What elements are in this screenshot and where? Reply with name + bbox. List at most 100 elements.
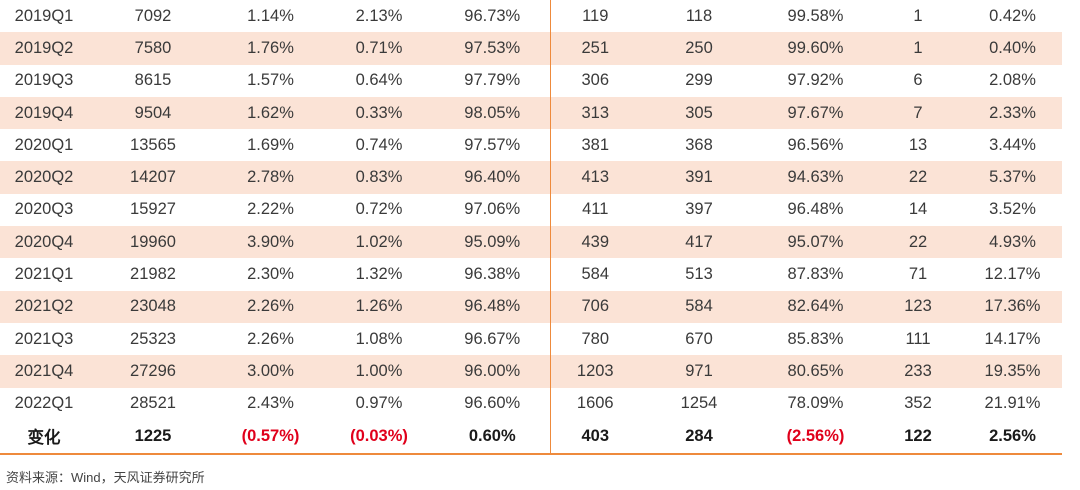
table-cell: 13 (908, 135, 928, 154)
table-cell: 2.78% (218, 161, 323, 194)
table-cell: 21982 (130, 265, 176, 284)
row-label: 2021Q2 (0, 290, 88, 323)
table-cell: 2.13% (355, 6, 403, 25)
table-cell: 94.63% (758, 161, 873, 194)
table-cell: 119 (582, 6, 609, 25)
table-cell: 0.74% (355, 135, 403, 154)
table-cell: 27296 (88, 355, 218, 388)
table-cell: 71 (908, 265, 928, 284)
table-cell: 780 (581, 329, 610, 348)
table-cell: 1203 (550, 355, 640, 388)
table-cell: 13565 (130, 135, 176, 154)
table-row: 2019Q2 7580 1.76% 0.71% 97.53% 251 250 99.60% 1 0… (0, 32, 1062, 65)
table-cell: (2.56%) (758, 419, 873, 455)
table-cell: 6 (913, 71, 923, 90)
row-label: 2019Q4 (0, 96, 88, 130)
table-cell: 0.72% (355, 200, 403, 219)
table-cell: 584 (640, 290, 758, 323)
table-cell: 2.43% (247, 394, 294, 413)
table-cell: 99.60% (758, 32, 873, 65)
row-label: 2021Q4 (0, 355, 88, 388)
table-cell: 0.60% (435, 419, 551, 455)
table-cell: 2.56% (963, 419, 1062, 455)
table-cell: 1254 (680, 394, 718, 413)
table-row: 2021Q1 21982 2.30% 1.32% 96.38% 584 513 87.83% 7… (0, 258, 1062, 291)
table-cell: 2.30% (247, 265, 294, 284)
table-cell: 12.17% (984, 265, 1041, 284)
table-cell: 80.65% (758, 355, 873, 388)
table-cell: 368 (685, 135, 713, 154)
table-cell: 403 (550, 419, 640, 455)
row-label: 变化 (0, 419, 88, 455)
change-row: 变化 1225 (0.57%) (0.03%) 0.60% 403 284 (2.56%) 12… (0, 419, 1062, 455)
table-cell: 971 (640, 355, 758, 388)
table-row: 2022Q1 28521 2.43% 0.97% 96.60% 1606 1254 78.09… (0, 387, 1062, 420)
table-cell: 123 (873, 290, 963, 323)
table-row: 2020Q3 15927 2.22% 0.72% 97.06% 411 397 96.48% 1… (0, 193, 1062, 227)
table-cell: 95.09% (435, 226, 551, 259)
table-cell: 1.69% (247, 135, 294, 154)
row-label: 2021Q3 (14, 329, 74, 348)
table-cell: 96.48% (787, 200, 844, 219)
table-cell: 1606 (576, 394, 614, 413)
table-cell: 96.67% (435, 322, 551, 356)
table-row: 2020Q1 13565 1.69% 0.74% 97.57% 381 368 96.56% 1… (0, 129, 1062, 162)
table-cell: 97.79% (435, 64, 551, 97)
table-cell: 513 (685, 265, 713, 284)
table-cell: 17.36% (963, 290, 1062, 323)
table-cell: 97.92% (787, 71, 844, 90)
table-cell: (0.57%) (218, 419, 323, 455)
table-cell: 0.40% (963, 32, 1062, 65)
table-cell: 28521 (130, 394, 176, 413)
row-label: 2020Q1 (14, 135, 74, 154)
table-cell: 85.83% (787, 329, 844, 348)
table-cell: 7092 (134, 6, 172, 25)
table-cell: 99.58% (787, 6, 844, 25)
table-cell: 1.76% (218, 32, 323, 65)
table-cell: 1.00% (323, 355, 435, 388)
table-cell: 411 (582, 200, 609, 219)
table-cell: 9504 (88, 96, 218, 130)
table-cell: 0.71% (323, 32, 435, 65)
table-cell: 96.73% (435, 0, 551, 33)
table-cell: (0.03%) (323, 419, 435, 455)
table-cell: 1225 (88, 419, 218, 455)
row-label: 2020Q4 (0, 226, 88, 259)
table-cell: 1.08% (355, 329, 403, 348)
table-cell: 14.17% (984, 329, 1041, 348)
table-cell: 97.06% (435, 193, 551, 227)
table-row: 2019Q4 9504 1.62% 0.33% 98.05% 313 305 97.67% 7 2… (0, 96, 1062, 130)
table-cell: 15927 (130, 200, 176, 219)
table-cell: 5.37% (963, 161, 1062, 194)
table-cell: 7 (873, 96, 963, 130)
table-cell: 1.26% (323, 290, 435, 323)
table-row: 2020Q2 14207 2.78% 0.83% 96.40% 413 391 94.63% 2… (0, 161, 1062, 194)
table-row: 2019Q1 7092 1.14% 2.13% 96.73% 119 118 99.58% 1 0… (0, 0, 1062, 33)
table-cell: 118 (685, 6, 713, 25)
row-label: 2020Q3 (14, 200, 74, 219)
table-cell: 8615 (134, 71, 172, 90)
table-cell: 251 (550, 32, 640, 65)
table-cell: 96.60% (435, 387, 551, 420)
table-cell: 417 (640, 226, 758, 259)
table-cell: 0.97% (355, 394, 403, 413)
table-cell: 3.52% (989, 200, 1036, 219)
table-cell: 96.48% (435, 290, 551, 323)
table-cell: 1.57% (247, 71, 294, 90)
table-cell: 111 (905, 329, 931, 348)
table-row: 2021Q2 23048 2.26% 1.26% 96.48% 706 584 82.64% 1… (0, 290, 1062, 323)
table-cell: 97.67% (758, 96, 873, 130)
table-cell: 19960 (88, 226, 218, 259)
table-cell: 2.26% (247, 329, 294, 348)
table-cell: 95.07% (758, 226, 873, 259)
table-cell: 2.22% (247, 200, 294, 219)
row-label: 2020Q2 (0, 161, 88, 194)
table-cell: 96.38% (435, 258, 551, 291)
table-cell: 1 (873, 32, 963, 65)
table-cell: 97.53% (435, 32, 551, 65)
table-cell: 122 (873, 419, 963, 455)
source-note: 资料来源：Wind，天风证券研究所 (6, 470, 205, 485)
row-label: 2019Q1 (14, 6, 74, 25)
table-cell: 0.33% (323, 96, 435, 130)
table-cell: 78.09% (787, 394, 844, 413)
